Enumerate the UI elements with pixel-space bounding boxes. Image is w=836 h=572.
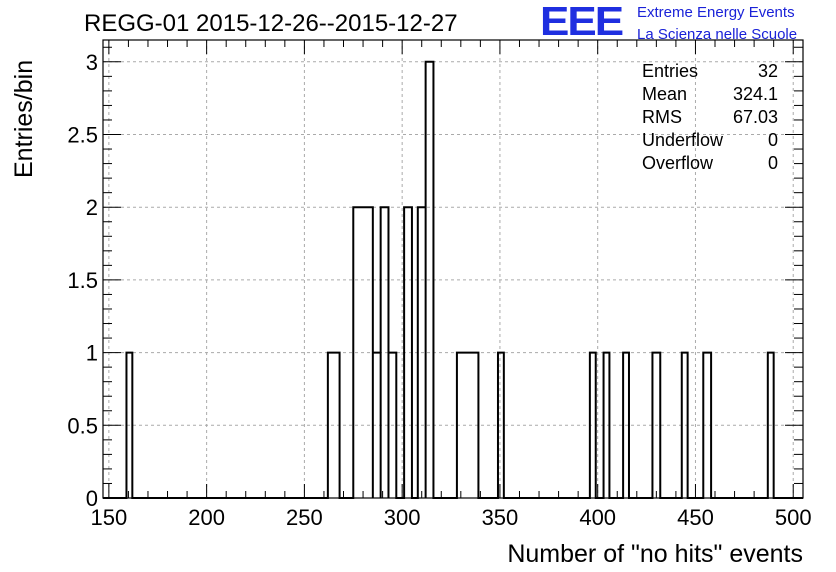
x-tick-label: 450	[677, 505, 714, 530]
stats-label: RMS	[642, 107, 682, 127]
x-tick-label: 400	[579, 505, 616, 530]
eee-logo-mark: EEE	[540, 0, 624, 45]
logo-tagline-1: Extreme Energy Events	[637, 4, 795, 21]
axis-ticks	[103, 40, 803, 499]
stats-label: Overflow	[642, 153, 714, 173]
x-tick-labels: 150 200 250 300 350 400 450 500	[91, 505, 812, 530]
stats-value: 0	[768, 153, 778, 173]
stats-box: Entries 32 Mean 324.1 RMS 67.03 Underflow 0 Over…	[642, 61, 778, 173]
x-tick-label: 350	[482, 505, 519, 530]
plot-frame	[102, 39, 804, 499]
stats-value: 67.03	[733, 107, 778, 127]
y-axis-label: Entries/bin	[10, 60, 38, 178]
y-tick-label: 1.5	[67, 268, 98, 293]
stats-label: Mean	[642, 84, 687, 104]
stats-value: 324.1	[733, 84, 778, 104]
y-tick-label: 3	[86, 50, 98, 75]
x-tick-label: 200	[188, 505, 225, 530]
grid-lines	[103, 40, 803, 498]
x-tick-label: 300	[384, 505, 421, 530]
x-tick-label: 150	[91, 505, 128, 530]
y-tick-label: 1	[86, 341, 98, 366]
stats-label: Underflow	[642, 130, 724, 150]
histogram-outline	[103, 60, 803, 499]
stats-value: 32	[758, 61, 778, 81]
chart-title: REGG-01 2015-12-26--2015-12-27	[84, 10, 458, 37]
y-tick-labels: 0 0.5 1 1.5 2 2.5 3	[67, 50, 98, 511]
x-tick-label: 500	[775, 505, 812, 530]
logo-tagline-2: La Scienza nelle Scuole	[637, 26, 798, 43]
y-tick-label: 2	[86, 195, 98, 220]
x-tick-label: 250	[286, 505, 323, 530]
x-axis-label: Number of "no hits" events	[507, 540, 803, 568]
y-tick-label: 0.5	[67, 413, 98, 438]
y-tick-label: 0	[86, 486, 98, 511]
stats-value: 0	[768, 130, 778, 150]
stats-label: Entries	[642, 61, 698, 81]
y-tick-label: 2.5	[67, 123, 98, 148]
